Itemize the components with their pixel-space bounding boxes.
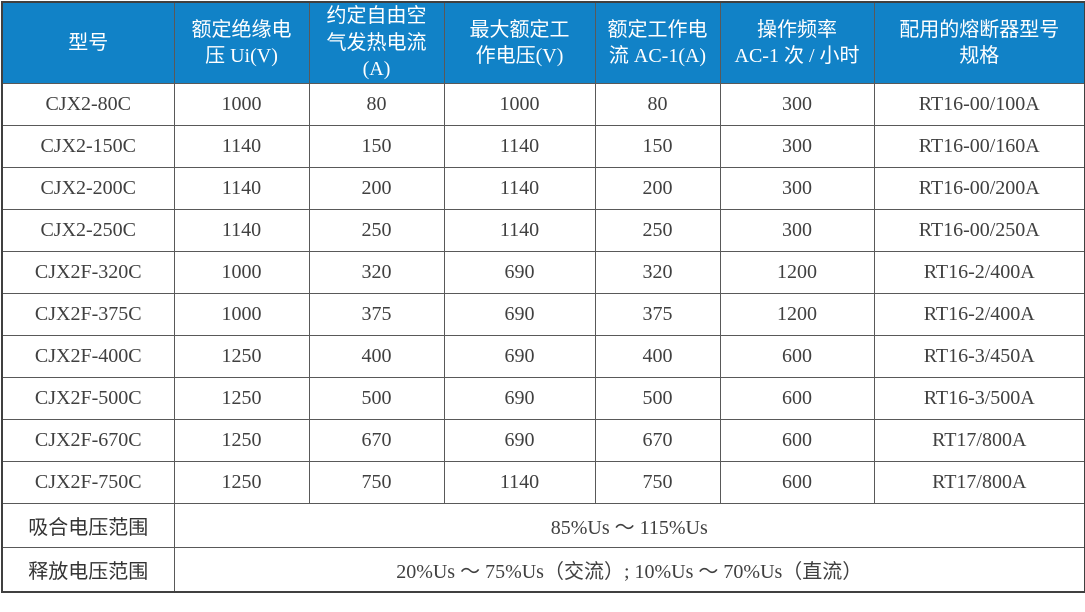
table-row: CJX2F-320C 1000 320 690 320 1200 RT16-2/… (1, 251, 1085, 294)
value-cell: 250 (594, 209, 721, 252)
table-header: 型号 额定绝缘电 压 Ui(V) 约定自由空 气发热电流 (A) 最大额定工 作… (1, 1, 1085, 84)
table-row: CJX2F-400C 1250 400 690 400 600 RT16-3/4… (1, 335, 1085, 378)
value-cell: 150 (308, 125, 445, 168)
fuse-cell: RT16-3/450A (873, 335, 1085, 378)
table-body: CJX2-80C 1000 80 1000 80 300 RT16-00/100… (1, 83, 1085, 593)
value-cell: 1250 (173, 461, 310, 504)
table-row: CJX2-250C 1140 250 1140 250 300 RT16-00/… (1, 209, 1085, 252)
model-cell: CJX2-150C (1, 125, 175, 168)
value-cell: 300 (719, 209, 875, 252)
value-cell: 1250 (173, 335, 310, 378)
value-cell: 250 (308, 209, 445, 252)
fuse-cell: RT16-3/500A (873, 377, 1085, 420)
contactor-spec-table: 型号 额定绝缘电 压 Ui(V) 约定自由空 气发热电流 (A) 最大额定工 作… (1, 1, 1085, 593)
model-cell: CJX2F-400C (1, 335, 175, 378)
value-cell: 300 (719, 83, 875, 126)
model-cell: CJX2F-375C (1, 293, 175, 336)
value-cell: 1140 (173, 209, 310, 252)
value-cell: 500 (594, 377, 721, 420)
column-header-insulation-voltage: 额定绝缘电 压 Ui(V) (173, 1, 310, 84)
value-cell: 1140 (173, 125, 310, 168)
pickup-voltage-label: 吸合电压范围 (1, 503, 175, 548)
release-voltage-label: 释放电压范围 (1, 547, 175, 593)
value-cell: 400 (594, 335, 721, 378)
value-cell: 1140 (443, 461, 596, 504)
value-cell: 1140 (443, 125, 596, 168)
fuse-cell: RT17/800A (873, 461, 1085, 504)
fuse-cell: RT16-00/160A (873, 125, 1085, 168)
value-cell: 670 (308, 419, 445, 462)
value-cell: 690 (443, 419, 596, 462)
model-cell: CJX2-250C (1, 209, 175, 252)
value-cell: 1140 (443, 209, 596, 252)
column-header-thermal-current: 约定自由空 气发热电流 (A) (308, 1, 445, 84)
release-voltage-row: 释放电压范围 20%Us ～ 75%Us（交流）; 10%Us ～ 70%Us（… (1, 547, 1085, 593)
model-cell: CJX2-200C (1, 167, 175, 210)
fuse-cell: RT16-00/100A (873, 83, 1085, 126)
value-cell: 300 (719, 125, 875, 168)
value-cell: 600 (719, 377, 875, 420)
fuse-cell: RT16-00/200A (873, 167, 1085, 210)
model-cell: CJX2F-670C (1, 419, 175, 462)
value-cell: 375 (594, 293, 721, 336)
column-header-model: 型号 (1, 1, 175, 84)
table-row: CJX2F-500C 1250 500 690 500 600 RT16-3/5… (1, 377, 1085, 420)
value-cell: 750 (594, 461, 721, 504)
value-cell: 1000 (173, 251, 310, 294)
column-header-operating-frequency: 操作频率 AC-1 次 / 小时 (719, 1, 875, 84)
fuse-cell: RT16-00/250A (873, 209, 1085, 252)
value-cell: 375 (308, 293, 445, 336)
value-cell: 200 (308, 167, 445, 210)
table-row: CJX2F-670C 1250 670 690 670 600 RT17/800… (1, 419, 1085, 462)
fuse-cell: RT16-2/400A (873, 251, 1085, 294)
value-cell: 1000 (173, 83, 310, 126)
value-cell: 1200 (719, 251, 875, 294)
value-cell: 500 (308, 377, 445, 420)
table-row: CJX2F-375C 1000 375 690 375 1200 RT16-2/… (1, 293, 1085, 336)
value-cell: 690 (443, 377, 596, 420)
pickup-voltage-row: 吸合电压范围 85%Us ～ 115%Us (1, 503, 1085, 548)
value-cell: 1140 (173, 167, 310, 210)
pickup-voltage-value: 85%Us ～ 115%Us (173, 503, 1085, 548)
model-cell: CJX2F-320C (1, 251, 175, 294)
value-cell: 1250 (173, 377, 310, 420)
value-cell: 1000 (173, 293, 310, 336)
value-cell: 600 (719, 335, 875, 378)
value-cell: 600 (719, 461, 875, 504)
model-cell: CJX2F-500C (1, 377, 175, 420)
value-cell: 320 (594, 251, 721, 294)
release-voltage-value: 20%Us ～ 75%Us（交流）; 10%Us ～ 70%Us（直流） (173, 547, 1085, 593)
value-cell: 1250 (173, 419, 310, 462)
value-cell: 670 (594, 419, 721, 462)
column-header-working-current-ac1: 额定工作电 流 AC-1(A) (594, 1, 721, 84)
table-row: CJX2-200C 1140 200 1140 200 300 RT16-00/… (1, 167, 1085, 210)
header-row: 型号 额定绝缘电 压 Ui(V) 约定自由空 气发热电流 (A) 最大额定工 作… (1, 1, 1085, 84)
value-cell: 80 (308, 83, 445, 126)
value-cell: 690 (443, 335, 596, 378)
value-cell: 1000 (443, 83, 596, 126)
value-cell: 1140 (443, 167, 596, 210)
value-cell: 400 (308, 335, 445, 378)
value-cell: 320 (308, 251, 445, 294)
value-cell: 1200 (719, 293, 875, 336)
value-cell: 600 (719, 419, 875, 462)
column-header-fuse-spec: 配用的熔断器型号 规格 (873, 1, 1085, 84)
table-row: CJX2F-750C 1250 750 1140 750 600 RT17/80… (1, 461, 1085, 504)
table-row: CJX2-150C 1140 150 1140 150 300 RT16-00/… (1, 125, 1085, 168)
value-cell: 690 (443, 293, 596, 336)
value-cell: 150 (594, 125, 721, 168)
model-cell: CJX2F-750C (1, 461, 175, 504)
value-cell: 200 (594, 167, 721, 210)
fuse-cell: RT16-2/400A (873, 293, 1085, 336)
column-header-max-working-voltage: 最大额定工 作电压(V) (443, 1, 596, 84)
value-cell: 80 (594, 83, 721, 126)
table-row: CJX2-80C 1000 80 1000 80 300 RT16-00/100… (1, 83, 1085, 126)
model-cell: CJX2-80C (1, 83, 175, 126)
value-cell: 300 (719, 167, 875, 210)
fuse-cell: RT17/800A (873, 419, 1085, 462)
value-cell: 690 (443, 251, 596, 294)
value-cell: 750 (308, 461, 445, 504)
